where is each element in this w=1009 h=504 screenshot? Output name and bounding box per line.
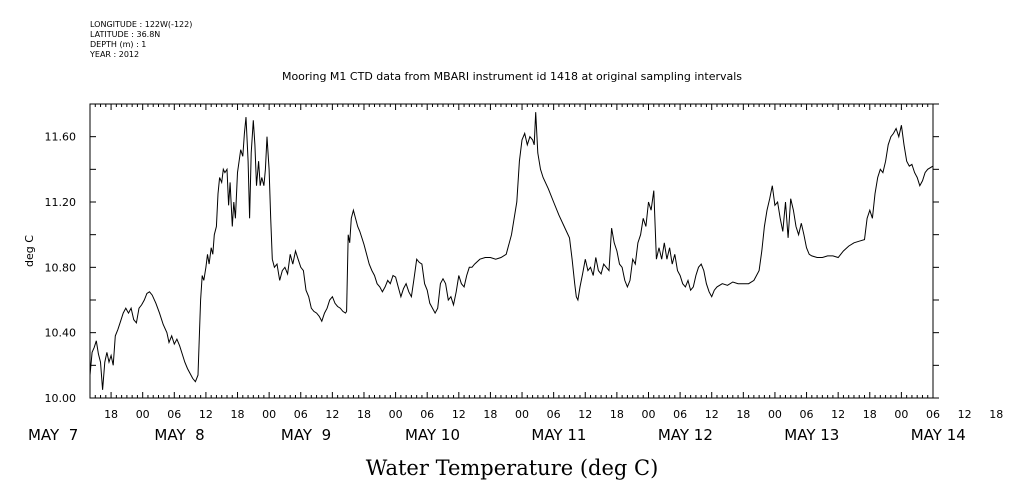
x-tick-label: 18 [483, 408, 497, 421]
meta-latitude: LATITUDE : 36.8N [90, 30, 161, 39]
x-day-label: MAY 12 [658, 426, 713, 444]
x-tick-label: 12 [831, 408, 845, 421]
x-tick-label: 18 [610, 408, 624, 421]
x-tick-label: 12 [958, 408, 972, 421]
x-tick-label: 06 [547, 408, 561, 421]
x-tick-label: 12 [705, 408, 719, 421]
x-tick-label: 00 [389, 408, 403, 421]
x-tick-label: 00 [262, 408, 276, 421]
y-tick-label: 10.40 [45, 327, 77, 340]
x-tick-label: 06 [926, 408, 940, 421]
x-tick-labels: 18 00 06 12 18 00 06 12 18 00 06 12 18 00 06 12 18 00 06 12… [104, 408, 1003, 421]
chart-title: Mooring M1 CTD data from MBARI instrumen… [282, 70, 742, 83]
meta-depth: DEPTH (m) : 1 [90, 40, 147, 49]
y-tick-label: 11.20 [45, 196, 77, 209]
x-tick-label: 06 [167, 408, 181, 421]
x-tick-label: 18 [736, 408, 750, 421]
x-tick-label: 12 [452, 408, 466, 421]
x-axis-label: Water Temperature (deg C) [366, 456, 659, 480]
x-tick-label: 00 [136, 408, 150, 421]
x-tick-label: 18 [357, 408, 371, 421]
x-tick-label: 00 [515, 408, 529, 421]
x-day-label: MAY 9 [281, 426, 331, 444]
x-tick-label: 12 [578, 408, 592, 421]
axis-ticks [89, 103, 939, 399]
x-tick-label: 00 [894, 408, 908, 421]
y-tick-label: 11.60 [45, 131, 77, 144]
x-tick-label: 06 [294, 408, 308, 421]
x-day-label: MAY 7 [28, 426, 78, 444]
series-line [89, 112, 934, 390]
x-day-label: MAY 13 [784, 426, 839, 444]
x-day-label: MAY 14 [911, 426, 966, 444]
x-tick-label: 06 [420, 408, 434, 421]
y-tick-labels: 10.00 10.40 10.80 11.20 11.60 [45, 131, 77, 405]
y-tick-label: 10.00 [45, 392, 77, 405]
x-day-labels: MAY 7 MAY 8 MAY 9 MAY 10 MAY 11 MAY 12 MAY 13 M… [28, 426, 966, 444]
y-axis-label: deg C [23, 235, 36, 267]
x-tick-label: 06 [800, 408, 814, 421]
x-tick-label: 18 [104, 408, 118, 421]
x-tick-label: 18 [231, 408, 245, 421]
x-tick-label: 06 [673, 408, 687, 421]
x-tick-label: 00 [641, 408, 655, 421]
x-day-label: MAY 10 [405, 426, 460, 444]
x-day-label: MAY 8 [154, 426, 204, 444]
x-tick-label: 12 [325, 408, 339, 421]
meta-longitude: LONGITUDE : 122W(-122) [90, 20, 193, 29]
x-tick-label: 12 [199, 408, 213, 421]
x-tick-label: 00 [768, 408, 782, 421]
meta-year: YEAR : 2012 [90, 50, 140, 59]
x-tick-label: 18 [863, 408, 877, 421]
metadata-block: LONGITUDE : 122W(-122) LATITUDE : 36.8N … [90, 20, 192, 60]
plot-frame [89, 103, 934, 399]
y-tick-label: 10.80 [45, 261, 77, 274]
x-tick-label: 18 [989, 408, 1003, 421]
x-day-label: MAY 11 [531, 426, 586, 444]
